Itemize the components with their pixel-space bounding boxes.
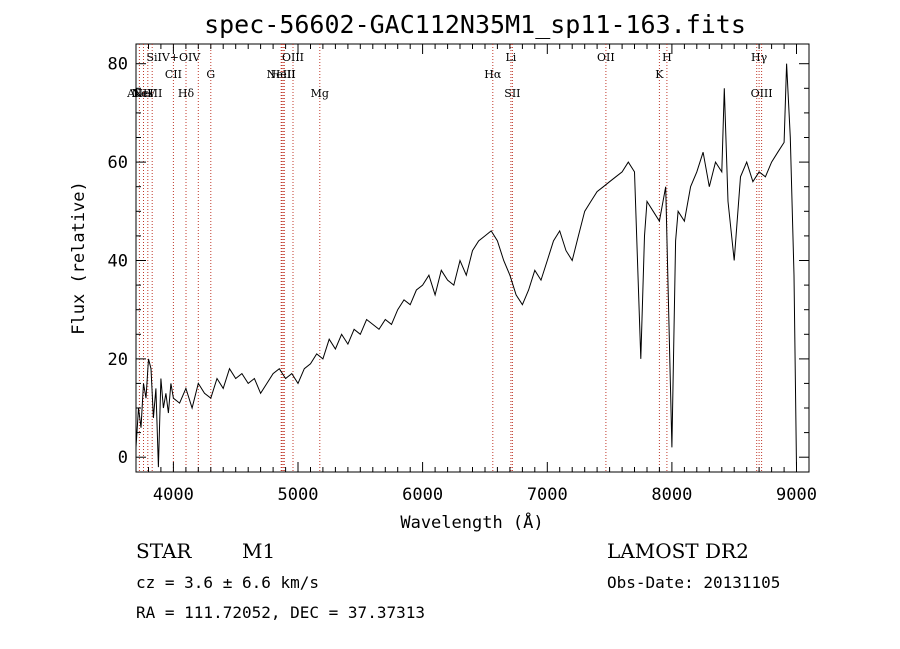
spectral-line-label: Mg [311,87,329,100]
spectral-line-label: SII [504,87,520,100]
plot-area: AlIIINeVNeIIISiIV+OIVCIIHδGOIIINeIIIHeII… [108,43,817,505]
spectral-line-label: K [655,68,664,81]
x-tick-label: 5000 [278,485,319,505]
y-tick-label: 80 [108,55,128,75]
spectrum-series-line [135,63,797,468]
spectral-line-label: NeV [131,87,156,100]
spectral-line-label: CII [165,68,182,81]
spectral-line-label: OIII [282,51,304,64]
object-class: STAR [136,539,192,563]
spectral-line-label: Li [505,51,516,64]
x-tick-label: 4000 [153,485,194,505]
x-tick-label: 9000 [776,485,817,505]
spectral-line-label: NeIII [133,87,162,100]
info-panel: STAR M1 LAMOST DR2 cz = 3.6 ± 6.6 km/s O… [136,539,780,622]
x-tick-label: 7000 [527,485,568,505]
spectral-line-label: Hγ [751,51,768,64]
spectral-line-label: AlIII [126,87,152,100]
spectral-lines [138,44,763,472]
spectral-line-label: NeIII [267,68,296,81]
x-axis-ticks: 4000 5000 6000 7000 8000 9000 [148,44,817,505]
y-tick-label: 20 [108,350,128,370]
object-subclass: M1 [242,539,275,563]
y-tick-label: 60 [108,153,128,173]
spectral-line-label: G [206,68,215,81]
spectral-line-label: OIII [751,87,773,100]
y-tick-label: 0 [118,448,128,468]
coords-text: RA = 111.72052, DEC = 37.37313 [136,603,425,622]
redshift-text: cz = 3.6 ± 6.6 km/s [136,573,319,592]
y-axis-ticks: 0 20 40 60 80 [108,55,809,468]
y-axis-label: Flux (relative) [69,181,89,335]
spectral-line-label: Hδ [178,87,195,100]
x-axis-label: Wavelength (Å) [400,511,543,533]
y-tick-label: 40 [108,252,128,272]
spectral-line-label: SiIV+OIV [146,51,201,64]
x-tick-label: 6000 [402,485,443,505]
spectral-line-labels: AlIIINeVNeIIISiIV+OIVCIIHδGOIIINeIIIHeII… [126,51,772,100]
spectral-line-label: HeII [271,68,296,81]
obs-date-text: Obs-Date: 20131105 [607,573,780,592]
survey-name: LAMOST DR2 [607,539,749,563]
chart-title: spec-56602-GAC112N35M1_sp11-163.fits [204,10,746,39]
spectral-line-label: H [662,51,672,64]
spectral-line-label: Hα [484,68,502,81]
x-tick-label: 8000 [651,485,692,505]
plot-frame [135,43,810,473]
spectral-line-label: OII [597,51,615,64]
